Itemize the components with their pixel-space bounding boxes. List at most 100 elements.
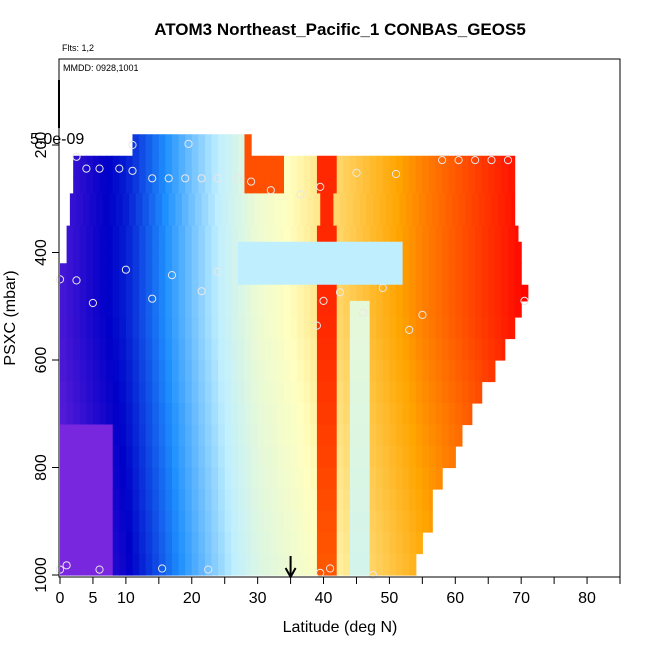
- heatmap-cell: [343, 177, 351, 194]
- heatmap-cell: [508, 263, 516, 286]
- heatmap-cell: [303, 381, 311, 404]
- heatmap-cell: [389, 553, 397, 576]
- heatmap-cell: [125, 467, 134, 490]
- heatmap-cell: [211, 360, 219, 383]
- heatmap-cell: [297, 424, 305, 447]
- heatmap-cell: [330, 532, 338, 555]
- heatmap-cell: [139, 177, 147, 194]
- heatmap-cell: [270, 489, 279, 512]
- heatmap-cell: [119, 225, 127, 243]
- heatmap-cell: [303, 489, 311, 512]
- heatmap-cell: [181, 209, 190, 227]
- heatmap-cell: [316, 532, 325, 555]
- heatmap-cell: [79, 284, 87, 302]
- heatmap-cell: [481, 284, 489, 302]
- heatmap-cell: [264, 177, 272, 194]
- heatmap-cell: [165, 317, 173, 340]
- heatmap-cell: [99, 338, 107, 361]
- heatmap-cell: [409, 467, 417, 490]
- heatmap-cell: [316, 241, 325, 264]
- heatmap-cell: [356, 360, 364, 383]
- heatmap-cell: [475, 241, 483, 264]
- heatmap-cell: [445, 193, 453, 211]
- heatmap-cell: [224, 155, 232, 178]
- heatmap-cell: [198, 467, 206, 490]
- y-tick-label: 400: [33, 239, 50, 266]
- heatmap-cell: [237, 532, 246, 555]
- heatmap-cell: [244, 241, 252, 264]
- heatmap-cell: [211, 317, 219, 340]
- heatmap-cell: [251, 155, 259, 178]
- heatmap-cell: [382, 403, 391, 426]
- heatmap-cell: [270, 467, 279, 490]
- heatmap-cell: [83, 209, 91, 227]
- heatmap-cell: [501, 263, 509, 286]
- heatmap-cell: [264, 300, 272, 318]
- heatmap-cell: [409, 532, 417, 555]
- heatmap-cell: [152, 284, 160, 302]
- heatmap-cell: [356, 510, 364, 533]
- observation-point: [55, 565, 65, 574]
- heatmap-cell: [316, 467, 325, 490]
- heatmap-cell: [356, 241, 364, 264]
- heatmap-cell: [369, 489, 377, 512]
- heatmap-cell: [145, 300, 153, 318]
- heatmap-cell: [237, 446, 246, 469]
- heatmap-cell: [185, 300, 193, 318]
- heatmap-cell: [231, 467, 239, 490]
- heatmap-cell: [204, 381, 213, 404]
- heatmap-cell: [158, 510, 167, 533]
- heatmap-cell: [297, 403, 305, 426]
- heatmap-cell: [270, 317, 279, 340]
- heatmap-cell: [69, 193, 78, 211]
- heatmap-cell: [422, 300, 430, 318]
- heatmap-cell: [185, 317, 193, 340]
- heatmap-cell: [224, 241, 232, 264]
- heatmap-cell: [363, 263, 371, 286]
- heatmap-cell: [145, 381, 153, 404]
- heatmap-cell: [119, 300, 127, 318]
- heatmap-cell: [211, 284, 219, 302]
- heatmap-cell: [336, 300, 344, 318]
- heatmap-cell: [247, 193, 255, 211]
- heatmap-cell: [330, 225, 338, 243]
- heatmap-cell: [112, 489, 120, 512]
- heatmap-cell: [264, 467, 272, 490]
- heatmap-cell: [257, 424, 265, 447]
- heatmap-cell: [290, 177, 298, 194]
- heatmap-cell: [224, 177, 232, 194]
- heatmap-cell: [376, 225, 384, 243]
- heatmap-cell: [96, 193, 104, 211]
- heatmap-cell: [290, 489, 298, 512]
- observation-point: [197, 174, 206, 183]
- heatmap-cell: [405, 193, 414, 211]
- heatmap-cell: [112, 225, 120, 243]
- heatmap-cell: [218, 467, 226, 490]
- heatmap-cell: [409, 446, 417, 469]
- heatmap-cell: [428, 489, 433, 512]
- heatmap-cell: [284, 532, 292, 555]
- heatmap-cell: [198, 510, 206, 533]
- heatmap-cell: [135, 193, 143, 211]
- heatmap-cell: [106, 489, 114, 512]
- heatmap-cell: [185, 284, 193, 302]
- arrow-head: [284, 567, 297, 580]
- heatmap-cell: [79, 553, 87, 576]
- heatmap-cell: [336, 338, 344, 361]
- heatmap-cell: [165, 381, 173, 404]
- heatmap-cell: [409, 284, 417, 302]
- heatmap-cell: [244, 446, 252, 469]
- heatmap-cell: [435, 424, 443, 447]
- heatmap-cell: [172, 284, 180, 302]
- observation-point: [418, 310, 427, 319]
- heatmap-cell: [204, 532, 213, 555]
- heatmap-cell: [303, 553, 311, 576]
- heatmap-cell: [142, 209, 150, 227]
- heatmap-cell: [231, 489, 239, 512]
- heatmap-cell: [145, 284, 153, 302]
- y-axis: 200 400 600 800 1000: [33, 132, 59, 593]
- x-tick-label: 30: [249, 590, 267, 607]
- heatmap-cell: [185, 263, 193, 286]
- heatmap-cell: [448, 155, 456, 178]
- heatmap-cell: [139, 338, 147, 361]
